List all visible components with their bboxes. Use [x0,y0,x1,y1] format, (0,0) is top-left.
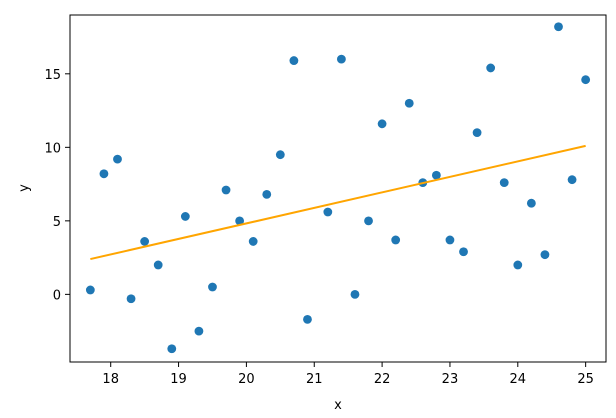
data-point [336,54,346,64]
data-point [445,235,455,245]
fit-line-layer [90,144,586,261]
plot-area [70,15,606,362]
y-axis-label: y [17,184,32,192]
data-point [167,344,177,354]
x-tick-label: 22 [374,372,391,387]
data-point [85,285,95,295]
data-point [235,216,245,226]
data-point [99,169,109,179]
data-point [540,250,550,260]
points-layer [85,22,591,354]
y-tick-label: 0 [53,288,61,303]
data-point [275,150,285,160]
data-point [194,326,204,336]
data-point [567,175,577,185]
data-point [153,260,163,270]
y-ticks: 0 5 10 15 [44,68,70,303]
data-point [554,22,563,32]
x-tick-label: 23 [442,372,459,387]
data-point [526,198,536,208]
x-tick-label: 19 [170,372,187,387]
fit-line [90,144,586,261]
x-tick-label: 21 [306,372,323,387]
data-point [472,128,482,138]
x-tick-label: 20 [238,372,255,387]
data-point [513,260,523,270]
data-point [499,178,509,188]
data-point [126,294,136,304]
x-tick-label: 25 [577,372,594,387]
data-point [113,154,122,164]
y-tick-label: 15 [44,68,61,83]
data-point [391,235,401,245]
data-point [486,63,496,73]
data-point [431,170,441,180]
data-point [364,216,373,226]
data-point [377,119,387,129]
plot-frame [69,14,607,363]
y-tick-label: 10 [44,141,61,156]
data-point [208,282,217,292]
data-point [289,56,299,65]
x-tick-label: 24 [510,372,527,387]
data-point [262,189,272,199]
x-tick-label: 18 [102,372,119,387]
data-point [221,185,231,195]
data-point [404,98,414,108]
data-point [581,75,591,85]
x-ticks: 18 19 20 21 22 23 24 25 [102,362,594,387]
y-tick-label: 5 [53,215,61,230]
data-point [248,237,258,246]
data-point [180,212,190,221]
data-point [350,289,360,299]
data-point [323,207,333,217]
x-axis-label: x [334,398,342,413]
data-point [303,314,312,324]
data-point [140,237,150,246]
data-point [459,247,468,257]
